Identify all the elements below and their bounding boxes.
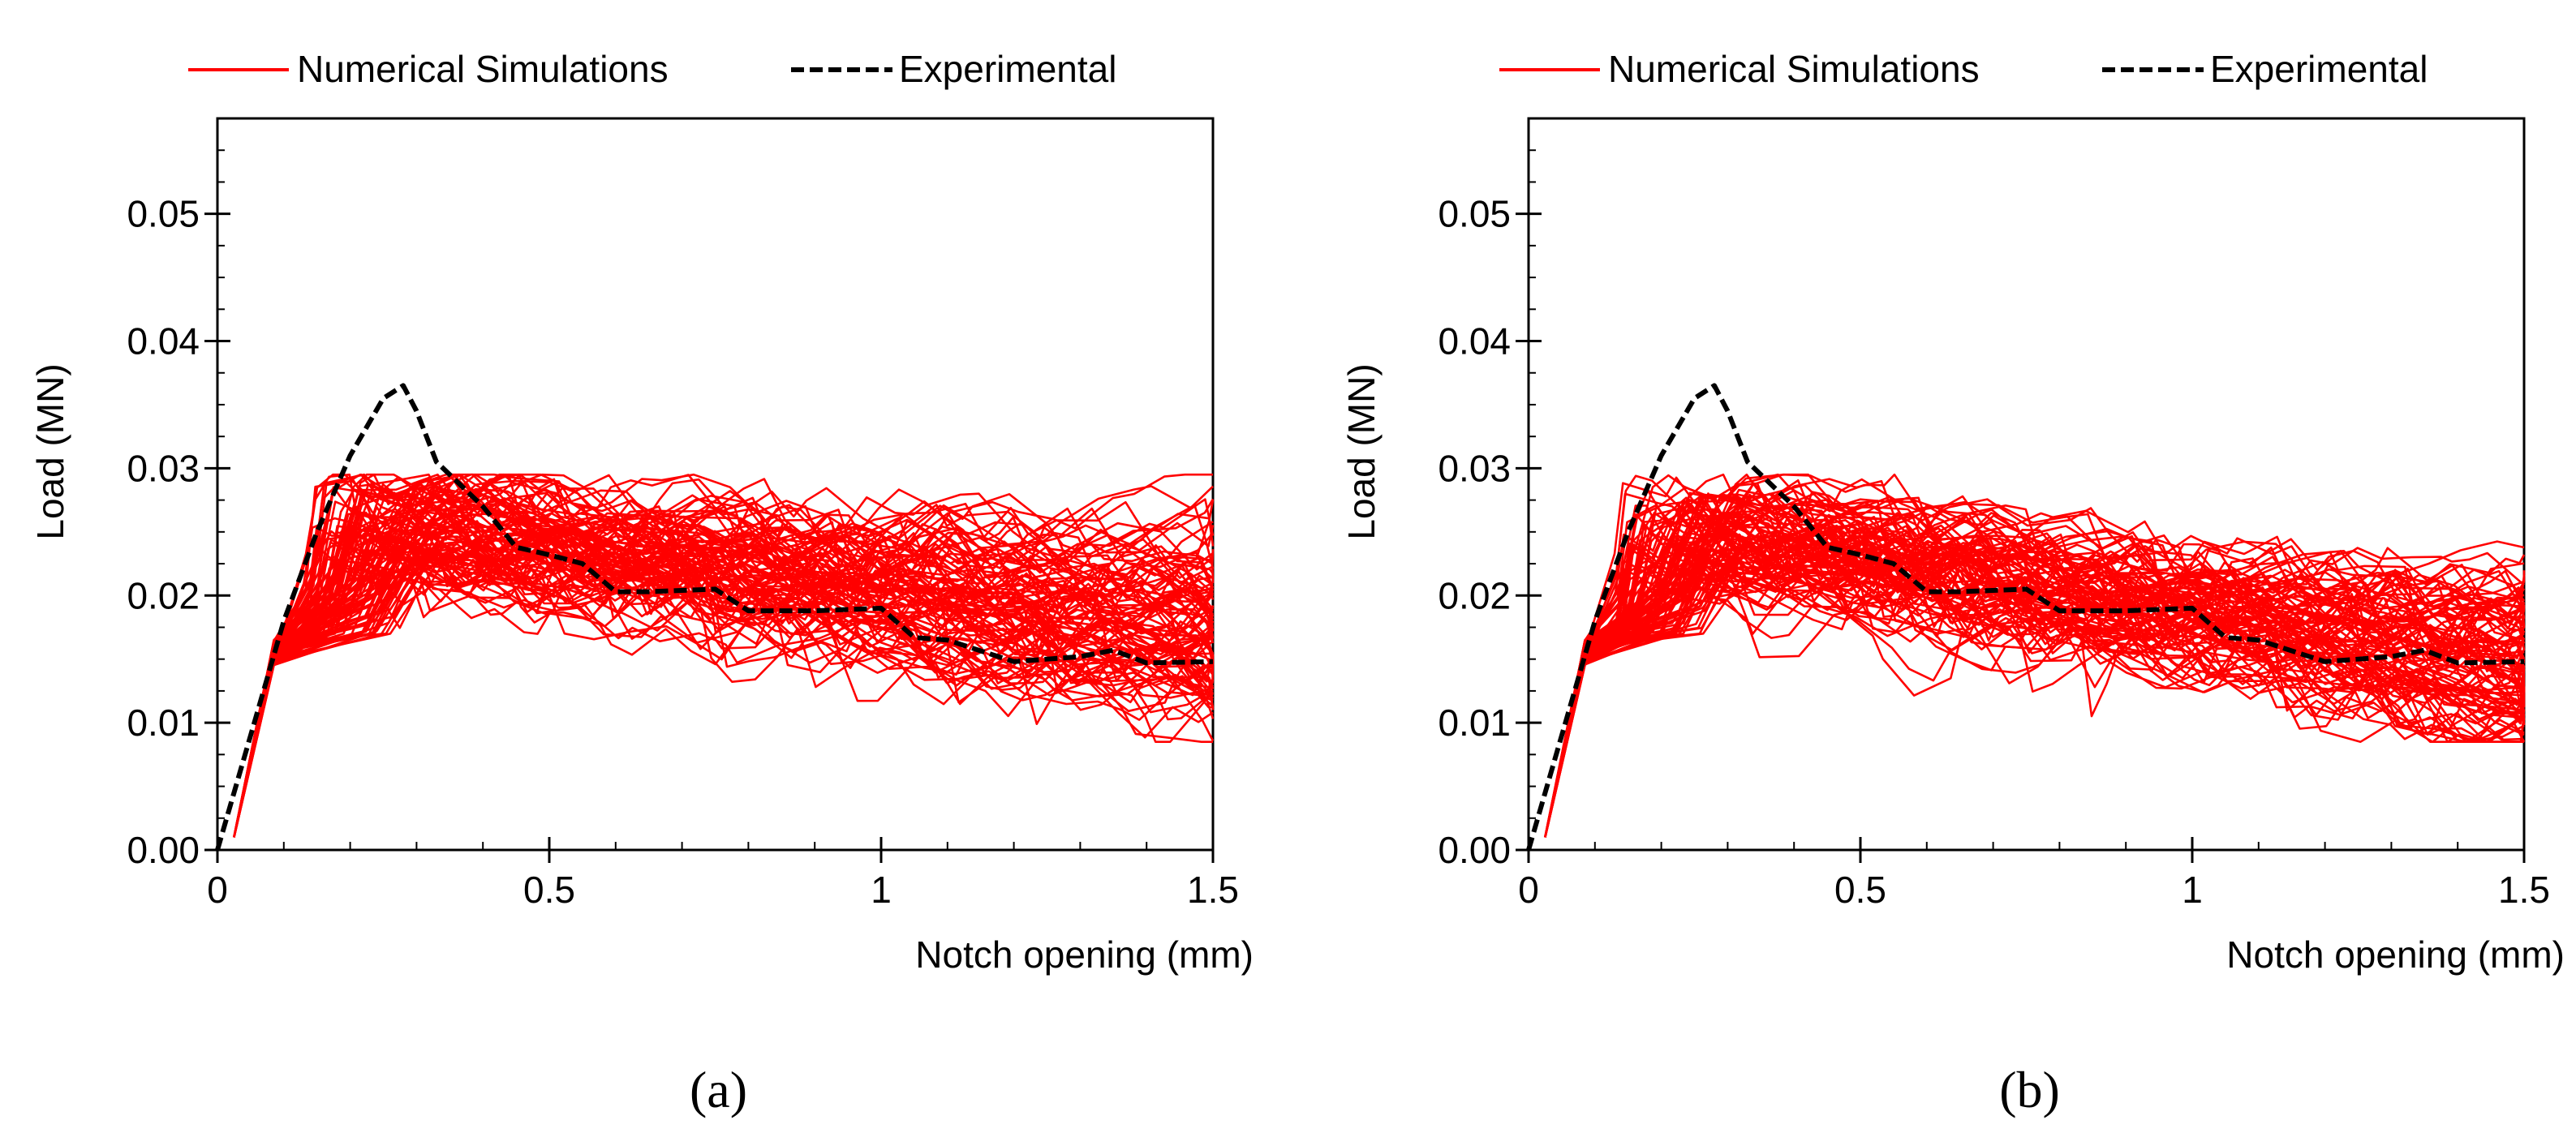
simulation-curve [233,497,1215,838]
y-tick-label: 0.02 [127,574,200,616]
plot-frame [1527,117,2526,852]
experimental-curve [215,383,1214,851]
x-tick-label: 1.5 [1187,869,1239,911]
simulation-curve [1544,495,2525,838]
simulation-curve [233,516,1214,838]
x-tick-label: 0.5 [523,869,575,911]
simulation-curve [1544,528,2525,838]
simulation-curve [1544,473,2526,838]
plot-frame [216,117,1215,852]
chart-panel-a: Numerical Simulations Experimental 0.00 0.0… [29,48,1254,1118]
simulation-curve [233,473,1214,838]
simulation-curve [233,496,1214,838]
simulations-series [1544,473,2526,838]
simulation-curve [1544,504,2526,838]
y-tick-label: 0.03 [127,447,200,489]
x-tick-label: 0 [207,869,228,911]
x-tick-label: 1 [2182,869,2203,911]
simulation-curve [233,537,1215,838]
y-tick-label: 0.00 [1438,829,1511,871]
simulation-curve [1544,492,2526,838]
simulation-curve [233,478,1214,838]
legend-label-simulations: Numerical Simulations [297,48,669,90]
y-tick-label: 0.00 [127,829,200,871]
simulation-curve [233,543,1214,838]
x-axis-title: Notch opening (mm) [2226,933,2565,976]
simulation-curve [233,540,1214,838]
simulation-curve [233,559,1215,838]
legend-label-experimental: Experimental [2210,48,2428,90]
simulation-curve [233,491,1215,838]
simulation-curve [233,473,1213,838]
simulation-curve [1544,516,2524,838]
y-axis-title: Load (MN) [29,363,71,539]
panel-label: (b) [1999,1061,2060,1118]
simulation-curve [1544,546,2525,838]
simulation-curve [1544,549,2526,838]
legend-label-simulations: Numerical Simulations [1608,48,1980,90]
y-tick-label: 0.01 [127,702,200,744]
simulation-curve [1544,491,2525,838]
y-tick-label: 0.01 [1438,702,1511,744]
simulation-curve [233,473,1215,838]
y-axis-title: Load (MN) [1340,363,1383,539]
simulation-curve [233,530,1214,838]
x-axis-title: Notch opening (mm) [915,933,1254,976]
panel-label: (a) [690,1061,747,1118]
chart-panel-b: Numerical Simulations Experimental 0.00 0.0… [1340,48,2565,1118]
y-tick-label: 0.05 [127,193,200,235]
simulation-curve [233,544,1214,838]
simulation-curve [1544,539,2525,838]
experimental-curve [1526,383,2525,851]
x-tick-label: 1 [871,869,892,911]
simulation-curve [233,488,1214,838]
simulation-curve [233,539,1215,838]
y-tick-label: 0.04 [127,320,200,363]
simulation-curve [1544,482,2526,838]
y-tick-label: 0.05 [1438,193,1511,235]
y-tick-label: 0.03 [1438,447,1511,489]
x-tick-label: 0 [1518,869,1539,911]
simulation-curve [1544,505,2525,838]
simulation-curve [233,491,1214,838]
legend-label-experimental: Experimental [899,48,1116,90]
y-tick-label: 0.04 [1438,320,1511,363]
x-tick-label: 0.5 [1834,869,1886,911]
simulation-curve [233,553,1215,838]
y-tick-label: 0.02 [1438,574,1511,616]
simulation-curve [233,505,1215,838]
x-tick-label: 1.5 [2498,869,2550,911]
